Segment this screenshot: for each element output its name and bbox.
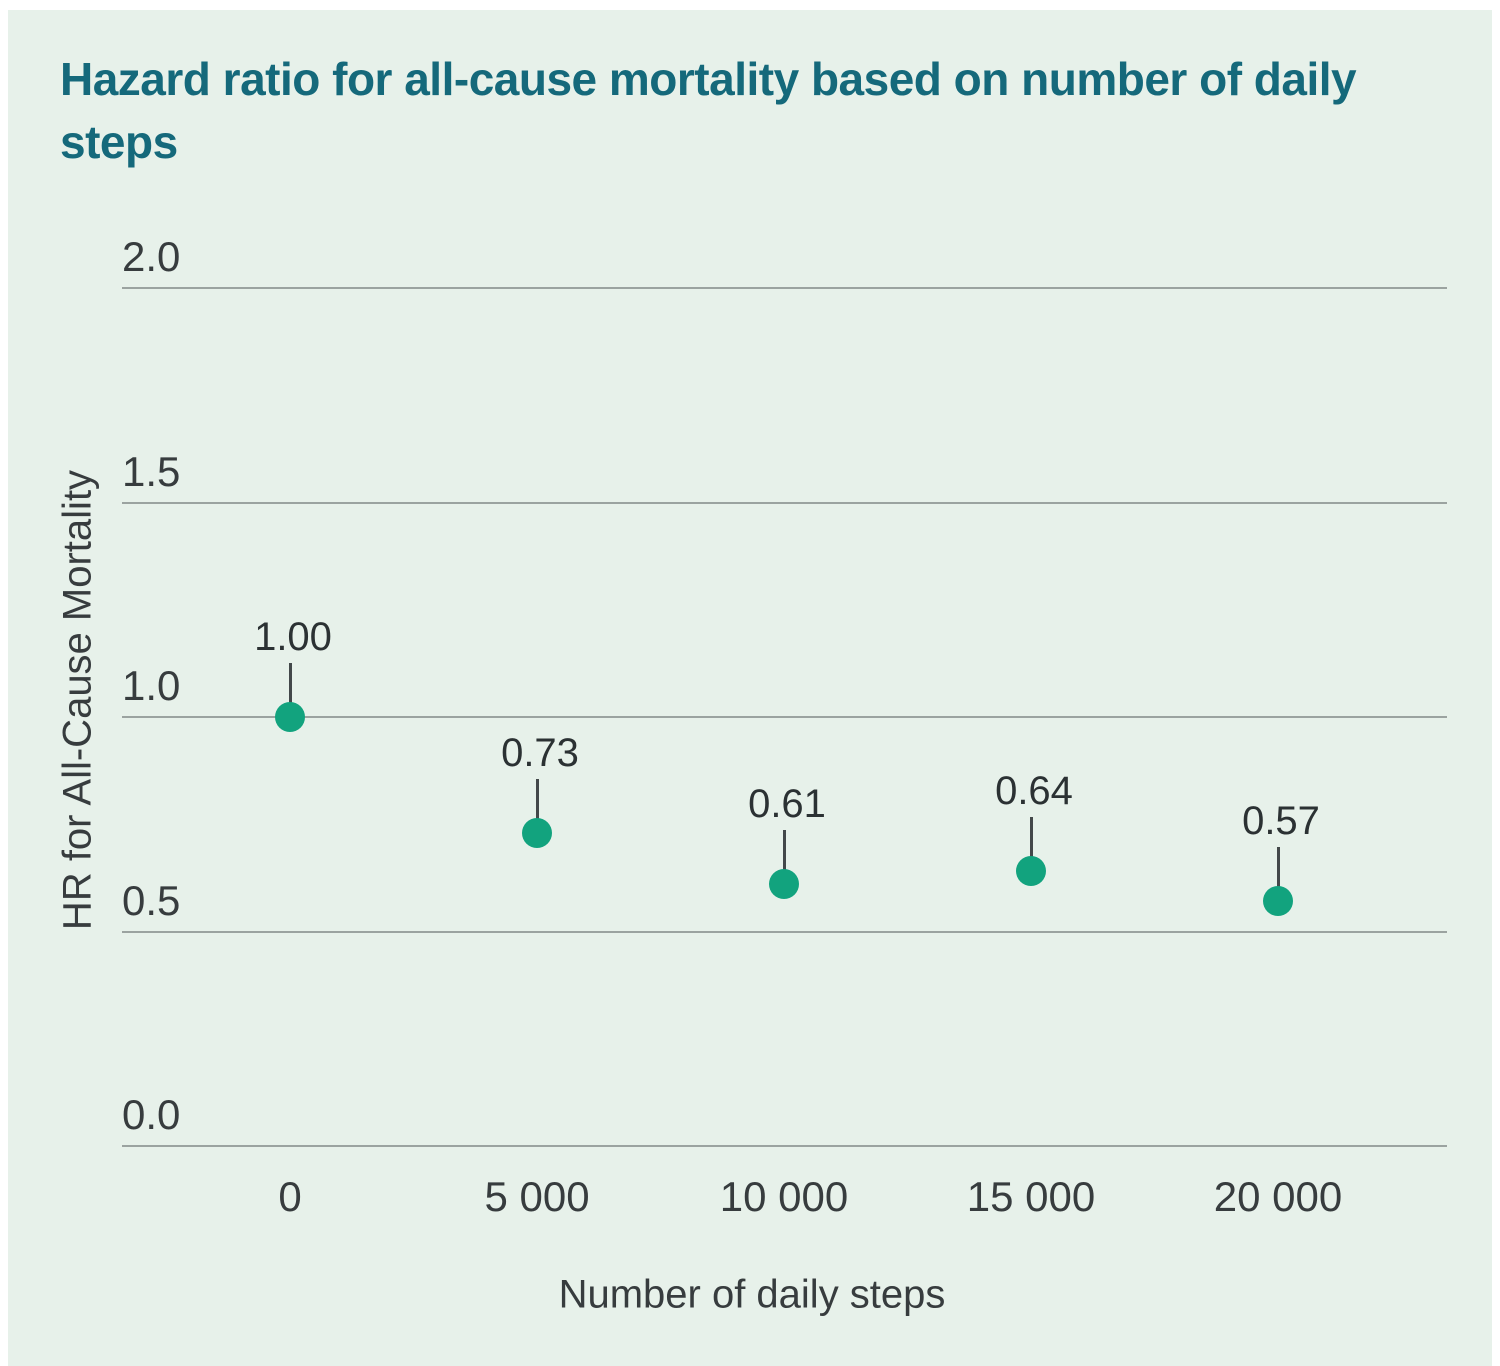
- point-label-connector-line: [1029, 817, 1033, 862]
- x-tick-label: 10 000: [719, 1173, 849, 1220]
- gridline: [122, 287, 1447, 289]
- chart-panel-background: [8, 10, 1492, 1366]
- gridline: [122, 716, 1447, 718]
- x-tick-label: 15 000: [966, 1173, 1096, 1220]
- gridline: [122, 930, 1447, 933]
- data-point-dot: [769, 869, 799, 900]
- data-point-label: 0.57: [1242, 799, 1320, 844]
- point-label-connector-line: [782, 830, 786, 875]
- x-axis-label: Number of daily steps: [558, 1272, 946, 1317]
- point-label-connector-line: [288, 663, 292, 707]
- y-tick-label: 1.5: [122, 447, 181, 495]
- gridline: [122, 501, 1447, 504]
- data-point-label: 1.00: [254, 615, 332, 659]
- x-tick-label: 20 000: [1213, 1173, 1343, 1220]
- data-point-dot: [522, 817, 552, 848]
- data-point-dot: [1016, 856, 1046, 887]
- data-point-label: 0.61: [748, 782, 826, 827]
- y-tick-label: 1.0: [122, 662, 181, 709]
- point-label-connector-line: [535, 778, 539, 823]
- data-point-label: 0.73: [501, 730, 579, 775]
- y-axis-label: HR for All-Cause Mortality: [55, 469, 100, 931]
- y-tick-label: 0.0: [122, 1091, 181, 1138]
- data-point-dot: [275, 702, 305, 732]
- point-label-connector-line: [1276, 847, 1280, 892]
- data-point-dot: [1263, 886, 1293, 917]
- x-tick-label: 5 000: [484, 1173, 590, 1220]
- y-tick-label: 0.5: [122, 876, 181, 924]
- chart-title: Hazard ratio for all-cause mortality bas…: [60, 53, 1357, 168]
- gridline: [122, 1145, 1447, 1147]
- x-tick-label: 0: [278, 1173, 302, 1220]
- y-tick-label: 2.0: [122, 233, 181, 280]
- data-point-label: 0.64: [995, 769, 1073, 814]
